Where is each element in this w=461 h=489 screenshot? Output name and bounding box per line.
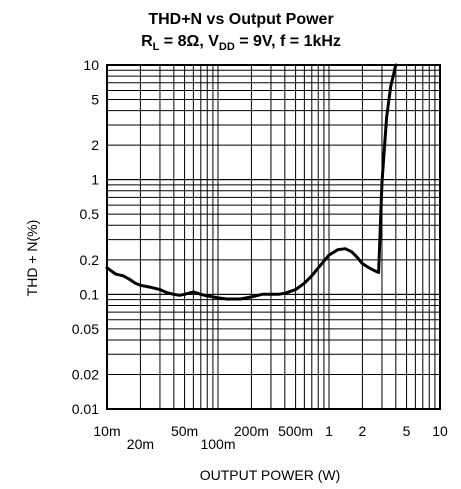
x-tick-label: 1: [325, 423, 333, 439]
series-line: [105, 63, 398, 301]
grid: [106, 64, 441, 410]
y-tick-label: 0.01: [72, 401, 99, 417]
y-tick-label: 0.5: [80, 206, 100, 222]
x-tick-label: 10: [432, 423, 448, 439]
x-tick-label: 5: [403, 423, 411, 439]
y-tick-label: 5: [91, 92, 99, 108]
x-tick-label: 200m: [234, 423, 269, 439]
y-axis-label: THD + N(%): [24, 220, 40, 297]
y-tick-label: 0.2: [80, 252, 100, 268]
x-tick-label: 10m: [93, 423, 120, 439]
y-tick-label: 10: [83, 57, 99, 73]
x-axis-label: OUTPUT POWER (W): [200, 467, 341, 483]
y-tick-label: 0.05: [72, 321, 99, 337]
y-tick-label: 0.1: [80, 286, 100, 302]
y-tick-label: 0.02: [72, 366, 99, 382]
plot-frame: [106, 64, 441, 410]
chart-subtitle: RL = 8Ω, VDD = 9V, f = 1kHz: [141, 33, 341, 53]
y-tick-labels: 0.01 0.02 0.05 0.1 0.2 0.5 1 2 5 10: [72, 57, 99, 417]
x-tick-label: 2: [359, 423, 367, 439]
y-tick-label: 2: [91, 137, 99, 153]
x-tick-label: 50m: [171, 423, 198, 439]
x-tick-label: 100m: [200, 436, 235, 452]
chart-title: THD+N vs Output Power: [148, 11, 333, 28]
x-tick-label: 500m: [278, 423, 313, 439]
x-tick-label: 20m: [127, 436, 154, 452]
y-tick-label: 1: [91, 172, 99, 188]
